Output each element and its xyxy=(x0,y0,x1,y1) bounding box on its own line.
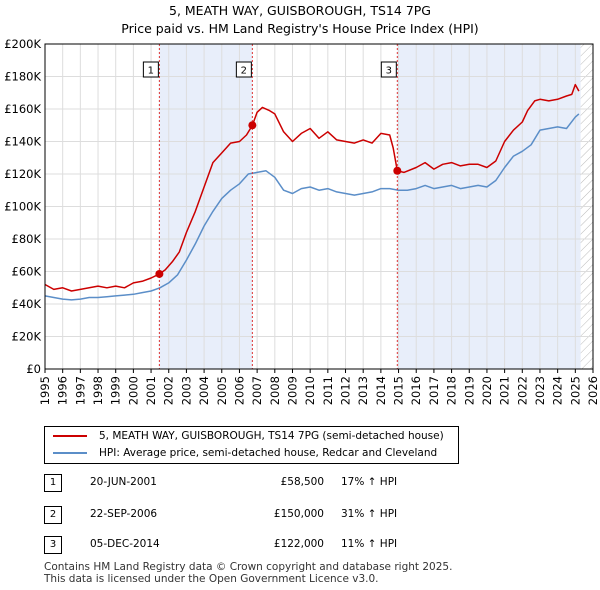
x-tick-label: 2012 xyxy=(339,376,353,405)
property-series-line xyxy=(44,83,580,292)
x-tick-label: 2003 xyxy=(179,376,193,405)
sale-point xyxy=(155,269,164,278)
price-chart: 1 2 3 £0 £20K £40K £60K £80K £100K £120K £140K £16… xyxy=(4,37,600,405)
x-tick-label: 1997 xyxy=(73,376,87,405)
y-tick-label: £20K xyxy=(12,330,42,344)
legend-swatch-property xyxy=(53,435,87,437)
sale-date: 05-DEC-2014 xyxy=(90,538,160,550)
sale-hpi-change: 17% ↑ HPI xyxy=(341,476,398,488)
legend-swatch-hpi xyxy=(53,452,87,454)
x-tick-label: 2006 xyxy=(232,376,246,405)
x-tick-label: 2022 xyxy=(515,376,529,405)
y-tick-label: £180K xyxy=(4,70,41,84)
y-tick-label: £140K xyxy=(4,135,41,149)
y-tick-label: £200K xyxy=(4,37,41,51)
x-tick-label: 1996 xyxy=(56,376,70,405)
x-tick-label: 2020 xyxy=(480,376,494,405)
sale-label: 3 xyxy=(386,66,392,77)
sale-label-box xyxy=(235,61,252,78)
x-tick-label: 2021 xyxy=(498,376,512,405)
x-tick-label: 2002 xyxy=(162,376,176,405)
chart-title: 5, MEATH WAY, GUISBOROUGH, TS14 7PG xyxy=(169,3,431,18)
sale-label: 1 xyxy=(148,66,154,77)
footer-licence: This data is licensed under the Open Gov… xyxy=(44,573,379,585)
sale-point xyxy=(248,121,257,130)
x-tick-label: 2010 xyxy=(303,376,317,405)
sale-point xyxy=(393,166,402,175)
x-tick-label: 1999 xyxy=(109,376,123,405)
x-tick-label: 1998 xyxy=(91,376,105,405)
sale-price: £150,000 xyxy=(273,508,324,520)
sale-date: 22-SEP-2006 xyxy=(90,508,158,520)
y-tick-label: £160K xyxy=(4,102,41,116)
x-tick-label: 2005 xyxy=(215,376,229,405)
x-tick-label: 2001 xyxy=(144,376,158,405)
x-tick-label: 2011 xyxy=(321,376,335,405)
sale-label: 2 xyxy=(241,66,247,77)
x-tick-label: 2008 xyxy=(268,376,282,405)
x-tick-label: 2023 xyxy=(533,376,547,405)
sale-hpi-change: 11% ↑ HPI xyxy=(341,538,398,550)
sale-number-badge: 3 xyxy=(44,536,62,554)
chart-subtitle: Price paid vs. HM Land Registry's House … xyxy=(121,21,479,36)
legend-label-property: 5, MEATH WAY, GUISBOROUGH, TS14 7PG (sem… xyxy=(99,430,444,442)
x-tick-label: 2000 xyxy=(126,376,140,405)
x-tick-label: 2007 xyxy=(250,376,264,405)
x-tick-label: 2017 xyxy=(427,376,441,405)
footer-copyright: Contains HM Land Registry data © Crown c… xyxy=(44,561,453,573)
sale-number-badge: 2 xyxy=(44,506,62,524)
legend-item-property: 5, MEATH WAY, GUISBOROUGH, TS14 7PG (sem… xyxy=(53,428,444,444)
sale-hpi-change: 31% ↑ HPI xyxy=(341,508,398,520)
x-tick-label: 1995 xyxy=(38,376,52,405)
sale-price: £122,000 xyxy=(273,538,324,550)
sale-number-badge: 1 xyxy=(44,474,62,492)
x-tick-label: 2024 xyxy=(551,376,565,405)
x-tick-label: 2026 xyxy=(586,376,600,405)
sale-date: 20-JUN-2001 xyxy=(90,476,157,488)
x-tick-label: 2013 xyxy=(356,376,370,405)
y-tick-label: £80K xyxy=(12,232,42,246)
sale-price: £58,500 xyxy=(280,476,324,488)
legend-item-hpi: HPI: Average price, semi-detached house,… xyxy=(53,445,437,461)
x-tick-label: 2004 xyxy=(197,376,211,405)
x-tick-label: 2014 xyxy=(374,376,388,405)
y-tick-label: £60K xyxy=(12,265,42,279)
y-tick-label: £120K xyxy=(4,167,41,181)
x-tick-label: 2025 xyxy=(568,376,582,405)
sale-label-box xyxy=(380,61,397,78)
sale-label-box xyxy=(142,61,159,78)
x-tick-label: 2015 xyxy=(392,376,406,405)
x-tick-label: 2018 xyxy=(445,376,459,405)
legend-label-hpi: HPI: Average price, semi-detached house,… xyxy=(99,447,438,459)
y-tick-label: £40K xyxy=(12,297,42,311)
chart-legend: 5, MEATH WAY, GUISBOROUGH, TS14 7PG (sem… xyxy=(44,426,459,464)
hpi-series-line xyxy=(44,113,580,301)
y-tick-label: £0 xyxy=(26,362,41,376)
x-tick-label: 2019 xyxy=(462,376,476,405)
x-tick-label: 2016 xyxy=(409,376,423,405)
plot-border xyxy=(44,43,594,370)
x-tick-label: 2009 xyxy=(285,376,299,405)
y-tick-label: £100K xyxy=(4,200,41,214)
